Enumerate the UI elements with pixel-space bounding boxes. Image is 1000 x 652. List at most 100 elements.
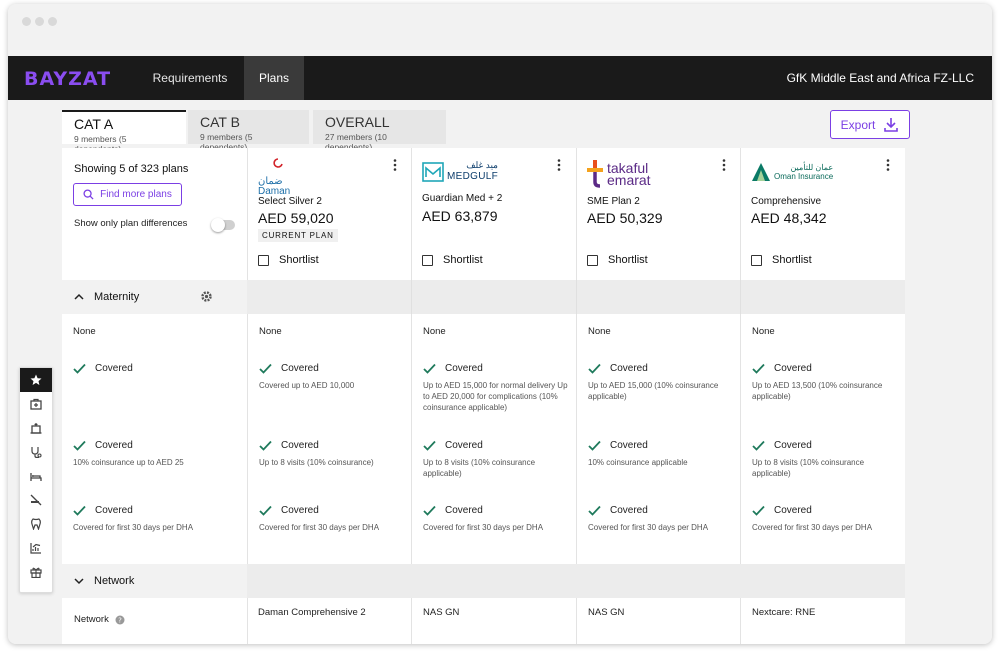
section-title: Maternity bbox=[94, 291, 140, 303]
maternity-plan-cell: Covered Up to AED 13,500 (10% coinsurance… bbox=[752, 363, 898, 402]
shortlist-checkbox[interactable]: Shortlist bbox=[751, 254, 812, 266]
coverage-detail: Covered for first 30 days per DHA bbox=[259, 523, 380, 532]
shortlist-checkbox[interactable]: Shortlist bbox=[422, 254, 483, 266]
find-more-label: Find more plans bbox=[100, 189, 172, 200]
checkbox[interactable] bbox=[258, 254, 269, 266]
column-divider bbox=[740, 148, 741, 644]
nav-requirements[interactable]: Requirements bbox=[152, 71, 228, 85]
sidebar-item-dental[interactable] bbox=[20, 512, 52, 536]
check-icon bbox=[73, 363, 86, 374]
section-title: Network bbox=[94, 575, 135, 587]
sidebar-item-hospital[interactable] bbox=[20, 416, 52, 440]
plan-name: Select Silver 2 bbox=[258, 196, 322, 207]
medgulf-logo: ميد غلف MEDGULF bbox=[422, 160, 498, 182]
plan-price: AED 63,879 bbox=[422, 208, 498, 224]
coverage-detail: 10% coinsurance up to AED 25 bbox=[73, 458, 184, 467]
maternity-section-header[interactable]: Maternity bbox=[62, 280, 905, 314]
medical-case-icon bbox=[30, 398, 42, 410]
coverage-label: Covered bbox=[774, 505, 812, 516]
company-name[interactable]: GfK Middle East and Africa FZ-LLC bbox=[786, 71, 974, 85]
sidebar-item-statistics[interactable] bbox=[20, 536, 52, 560]
coverage-label: Covered bbox=[281, 505, 319, 516]
plans-content: CAT A 9 members (5 dependents) CAT B 9 m… bbox=[8, 100, 992, 644]
sidebar-item-exclusions[interactable] bbox=[20, 488, 52, 512]
check-icon bbox=[259, 505, 272, 516]
check-icon bbox=[752, 363, 765, 374]
plan-name: Guardian Med + 2 bbox=[422, 193, 503, 204]
coverage-detail: Up to AED 15,000 for normal delivery Up … bbox=[423, 381, 568, 412]
medgulf-logo-mark bbox=[422, 162, 444, 182]
shortlist-checkbox[interactable]: Shortlist bbox=[587, 254, 648, 266]
shortlist-label: Shortlist bbox=[772, 254, 812, 266]
medgulf-logo-text: MEDGULF bbox=[447, 171, 498, 182]
network-section-header[interactable]: Network bbox=[62, 564, 905, 598]
coverage-label: None bbox=[259, 326, 282, 337]
checkbox[interactable] bbox=[751, 254, 762, 266]
check-icon bbox=[73, 440, 86, 451]
sidebar-item-outpatient[interactable] bbox=[20, 440, 52, 464]
nav-plans[interactable]: Plans bbox=[244, 56, 304, 100]
maternity-plan-cell: Covered Covered for first 30 days per DHA bbox=[588, 505, 733, 533]
plan-differences-toggle[interactable] bbox=[211, 218, 235, 232]
check-icon bbox=[752, 440, 765, 451]
find-more-plans-button[interactable]: Find more plans bbox=[73, 183, 182, 206]
check-icon bbox=[588, 505, 601, 516]
export-button[interactable]: Export bbox=[830, 110, 910, 139]
chevron-down-icon[interactable] bbox=[74, 576, 84, 586]
tab-overall[interactable]: OVERALL 27 members (10 dependents) bbox=[313, 110, 446, 152]
browser-window: BAYZAT Requirements Plans GfK Middle Eas… bbox=[8, 4, 992, 644]
plan-column-header: ميد غلف MEDGULF Guardian Med + 2 AED 63,… bbox=[412, 148, 576, 280]
shortlist-label: Shortlist bbox=[443, 254, 483, 266]
shortlist-label: Shortlist bbox=[608, 254, 648, 266]
toggle-label: Show only plan differences bbox=[74, 218, 188, 229]
coverage-label: Covered bbox=[610, 505, 648, 516]
more-options-icon[interactable] bbox=[719, 158, 729, 172]
maternity-plan-cell: Covered Covered up to AED 10,000 bbox=[259, 363, 404, 391]
shortlist-checkbox[interactable]: Shortlist bbox=[258, 254, 319, 266]
maternity-option-cell: Covered bbox=[73, 363, 240, 374]
maternity-plan-cell: Covered Up to 8 visits (10% coinsurance a… bbox=[752, 440, 898, 479]
sidebar-item-medical[interactable] bbox=[20, 392, 52, 416]
app-bar: BAYZAT Requirements Plans GfK Middle Eas… bbox=[8, 56, 992, 100]
plan-column-header: takaful emarat SME Plan 2 AED 50,329 Sho… bbox=[577, 148, 740, 280]
chevron-up-icon[interactable] bbox=[74, 292, 84, 302]
maternity-plan-cell: Covered Covered for first 30 days per DHA bbox=[423, 505, 569, 533]
window-titlebar bbox=[8, 4, 992, 56]
coverage-status: Covered bbox=[423, 440, 569, 451]
more-options-icon[interactable] bbox=[390, 158, 400, 172]
takaful-logo-mark bbox=[587, 160, 603, 188]
window-dot bbox=[22, 17, 31, 26]
checkbox[interactable] bbox=[587, 254, 598, 266]
category-sidebar bbox=[19, 367, 53, 593]
tab-cat-b[interactable]: CAT B 9 members (5 dependents) bbox=[188, 110, 309, 152]
coverage-label: None bbox=[752, 326, 775, 337]
window-dot bbox=[48, 17, 57, 26]
plan-price: AED 50,329 bbox=[587, 210, 663, 226]
more-options-icon[interactable] bbox=[554, 158, 564, 172]
sidebar-item-favorites[interactable] bbox=[20, 368, 52, 392]
sidebar-item-inpatient[interactable] bbox=[20, 464, 52, 488]
help-icon[interactable]: ? bbox=[115, 615, 125, 625]
svg-text:?: ? bbox=[118, 616, 122, 624]
sidebar-item-extras[interactable] bbox=[20, 560, 52, 584]
coverage-detail: 10% coinsurance applicable bbox=[588, 458, 688, 467]
more-options-icon[interactable] bbox=[883, 158, 893, 172]
chart-icon bbox=[30, 543, 41, 554]
coverage-status: Covered bbox=[752, 363, 898, 374]
daman-logo: ضمان Daman bbox=[258, 158, 298, 197]
check-icon bbox=[259, 440, 272, 451]
coverage-label: Covered bbox=[774, 363, 812, 374]
coverage-label: Covered bbox=[95, 363, 133, 374]
plan-name: SME Plan 2 bbox=[587, 196, 640, 207]
tab-title: CAT A bbox=[74, 116, 114, 132]
maternity-plan-cell: Covered Up to AED 15,000 for normal deliv… bbox=[423, 363, 569, 413]
tab-cat-a[interactable]: CAT A 9 members (5 dependents) bbox=[62, 110, 186, 154]
gear-icon[interactable] bbox=[200, 290, 213, 303]
maternity-plan-cell: Covered Covered for first 30 days per DHA bbox=[259, 505, 404, 533]
medgulf-logo-arabic: ميد غلف bbox=[466, 160, 498, 170]
bayzat-logo[interactable]: BAYZAT bbox=[24, 66, 114, 90]
plan-count: Showing 5 of 323 plans bbox=[74, 159, 244, 177]
coverage-status: Covered bbox=[752, 505, 898, 516]
tab-title: CAT B bbox=[200, 114, 240, 130]
checkbox[interactable] bbox=[422, 254, 433, 266]
